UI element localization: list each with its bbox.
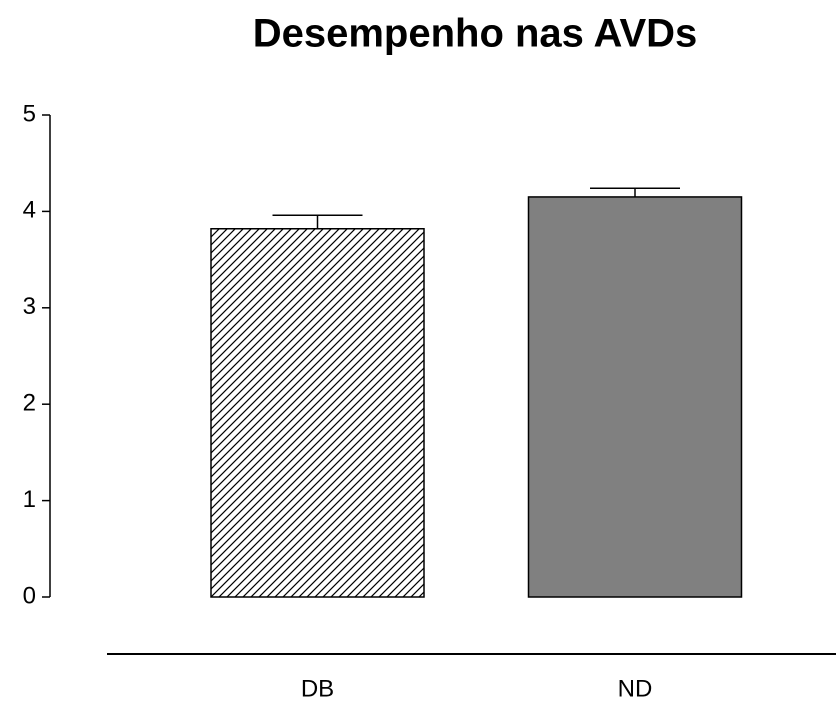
y-tick-label: 5	[23, 100, 36, 127]
x-tick-label: DB	[301, 675, 334, 702]
x-tick-label: ND	[618, 675, 653, 702]
bar	[210, 228, 425, 598]
chart-title: Desempenho nas AVDs	[253, 12, 698, 56]
y-tick-label: 2	[23, 390, 36, 417]
bar	[527, 196, 743, 598]
y-tick-label: 4	[23, 197, 36, 224]
y-tick-label: 1	[23, 486, 36, 513]
y-tick-label: 3	[23, 293, 36, 320]
y-tick-label: 0	[23, 582, 36, 609]
